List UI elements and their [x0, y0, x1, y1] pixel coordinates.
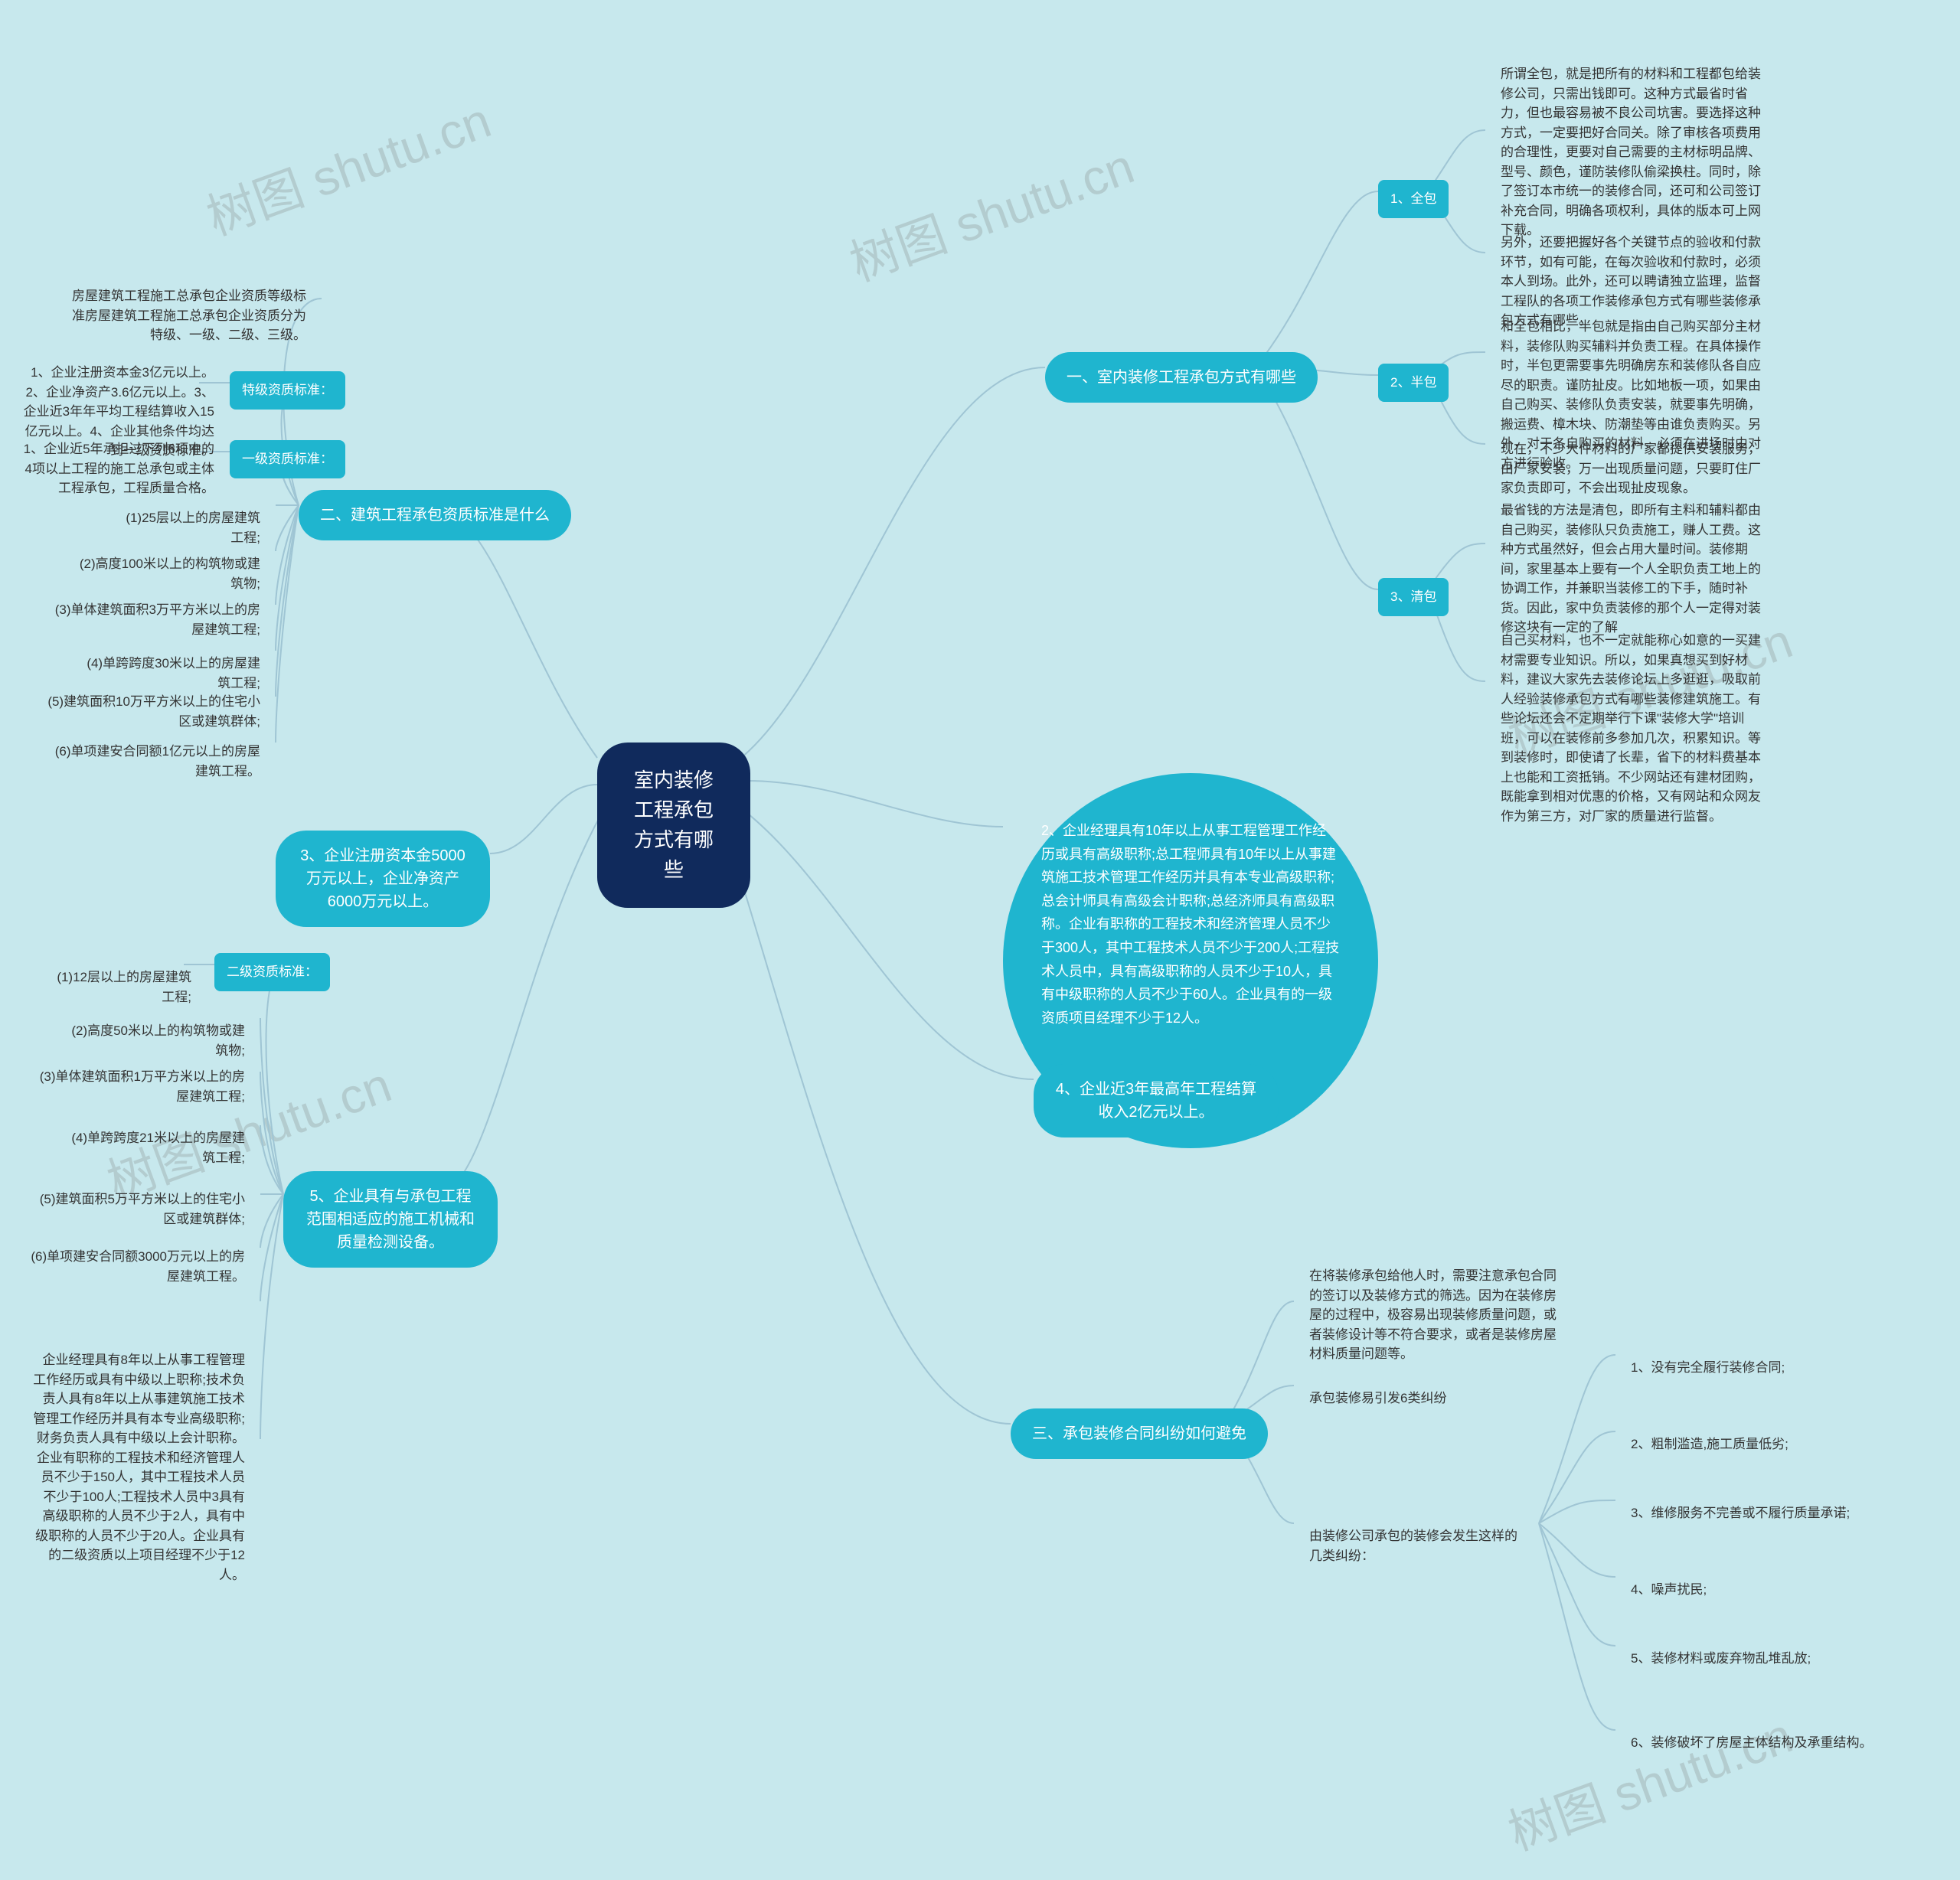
- branch2-grade2-label: 一级资质标准：: [230, 440, 345, 478]
- branch6-item3: 4、噪声扰民;: [1615, 1569, 1722, 1611]
- branch6-item1: 2、粗制滥造,施工质量低劣;: [1615, 1424, 1804, 1465]
- branch6-item0: 1、没有完全履行装修合同;: [1615, 1347, 1800, 1389]
- branch5-item4: (5)建筑面积5万平方米以上的住宅小区或建筑群体;: [15, 1179, 260, 1239]
- branch1-leaf21: 自己买材料，也不一定就能称心如意的一买建材需要专业知识。所以，如果真想买到好材料…: [1485, 620, 1776, 837]
- branch6-sublabel: 承包装修易引发6类纠纷: [1294, 1378, 1462, 1419]
- branch1-item2: 3、清包: [1378, 578, 1449, 616]
- branch1-item1: 2、半包: [1378, 364, 1449, 402]
- branch6-catlabel: 由装修公司承包的装修会发生这样的几类纠纷：: [1294, 1516, 1539, 1576]
- branch3-title: 3、企业注册资本金5000万元以上，企业净资产6000万元以上。: [276, 831, 490, 927]
- branch1-title: 一、室内装修工程承包方式有哪些: [1045, 352, 1318, 403]
- branch1-item0: 1、全包: [1378, 180, 1449, 218]
- branch5-item3: (4)单跨跨度21米以上的房屋建筑工程;: [46, 1118, 260, 1178]
- branch2-item5: (6)单项建安合同额1亿元以上的房屋建筑工程。: [31, 731, 276, 791]
- watermark: 树图 shutu.cn: [839, 127, 1142, 295]
- branch5-extra: 企业经理具有8年以上从事工程管理工作经历或具有中级以上职称;技术负责人具有8年以…: [15, 1340, 260, 1595]
- branch2-title: 二、建筑工程承包资质标准是什么: [299, 490, 571, 540]
- branch5-item5: (6)单项建安合同额3000万元以上的房屋建筑工程。: [15, 1236, 260, 1297]
- branch5-item0: (1)12层以上的房屋建筑工程;: [31, 957, 207, 1017]
- branch2-item2: (3)单体建筑面积3万平方米以上的房屋建筑工程;: [31, 589, 276, 650]
- branch2-grade1-label: 特级资质标准：: [230, 371, 345, 410]
- branch6-item2: 3、维修服务不完善或不履行质量承诺;: [1615, 1493, 1865, 1534]
- branch5-title: 5、企业具有与承包工程范围相适应的施工机械和质量检测设备。: [283, 1171, 498, 1268]
- branch4-title: 4、企业近3年最高年工程结算收入2亿元以上。: [1034, 1064, 1279, 1137]
- center-node: 室内装修工程承包方式有哪些: [597, 743, 750, 908]
- branch1-leaf00: 所谓全包，就是把所有的材料和工程都包给装修公司，只需出钱即可。这种方式最省时省力…: [1485, 54, 1776, 251]
- branch2-intro: 房屋建筑工程施工总承包企业资质等级标准房屋建筑工程施工总承包企业资质分为特级、一…: [54, 276, 322, 356]
- branch6-title: 三、承包装修合同纠纷如何避免: [1011, 1408, 1268, 1459]
- watermark: 树图 shutu.cn: [196, 81, 499, 249]
- branch5-item2: (3)单体建筑面积1万平方米以上的房屋建筑工程;: [15, 1056, 260, 1117]
- branch2-grade2-text: 1、企业近5年承担过下列6项中的4项以上工程的施工总承包或主体工程承包，工程质量…: [8, 429, 230, 509]
- branch6-item5: 6、装修破坏了房屋主体结构及承重结构。: [1615, 1722, 1887, 1764]
- branch6-intro: 在将装修承包给他人时，需要注意承包合同的签订以及装修方式的筛选。因为在装修房屋的…: [1294, 1255, 1577, 1375]
- branch5-grade-label: 二级资质标准：: [214, 953, 330, 991]
- branch6-item4: 5、装修材料或废弃物乱堆乱放;: [1615, 1638, 1826, 1679]
